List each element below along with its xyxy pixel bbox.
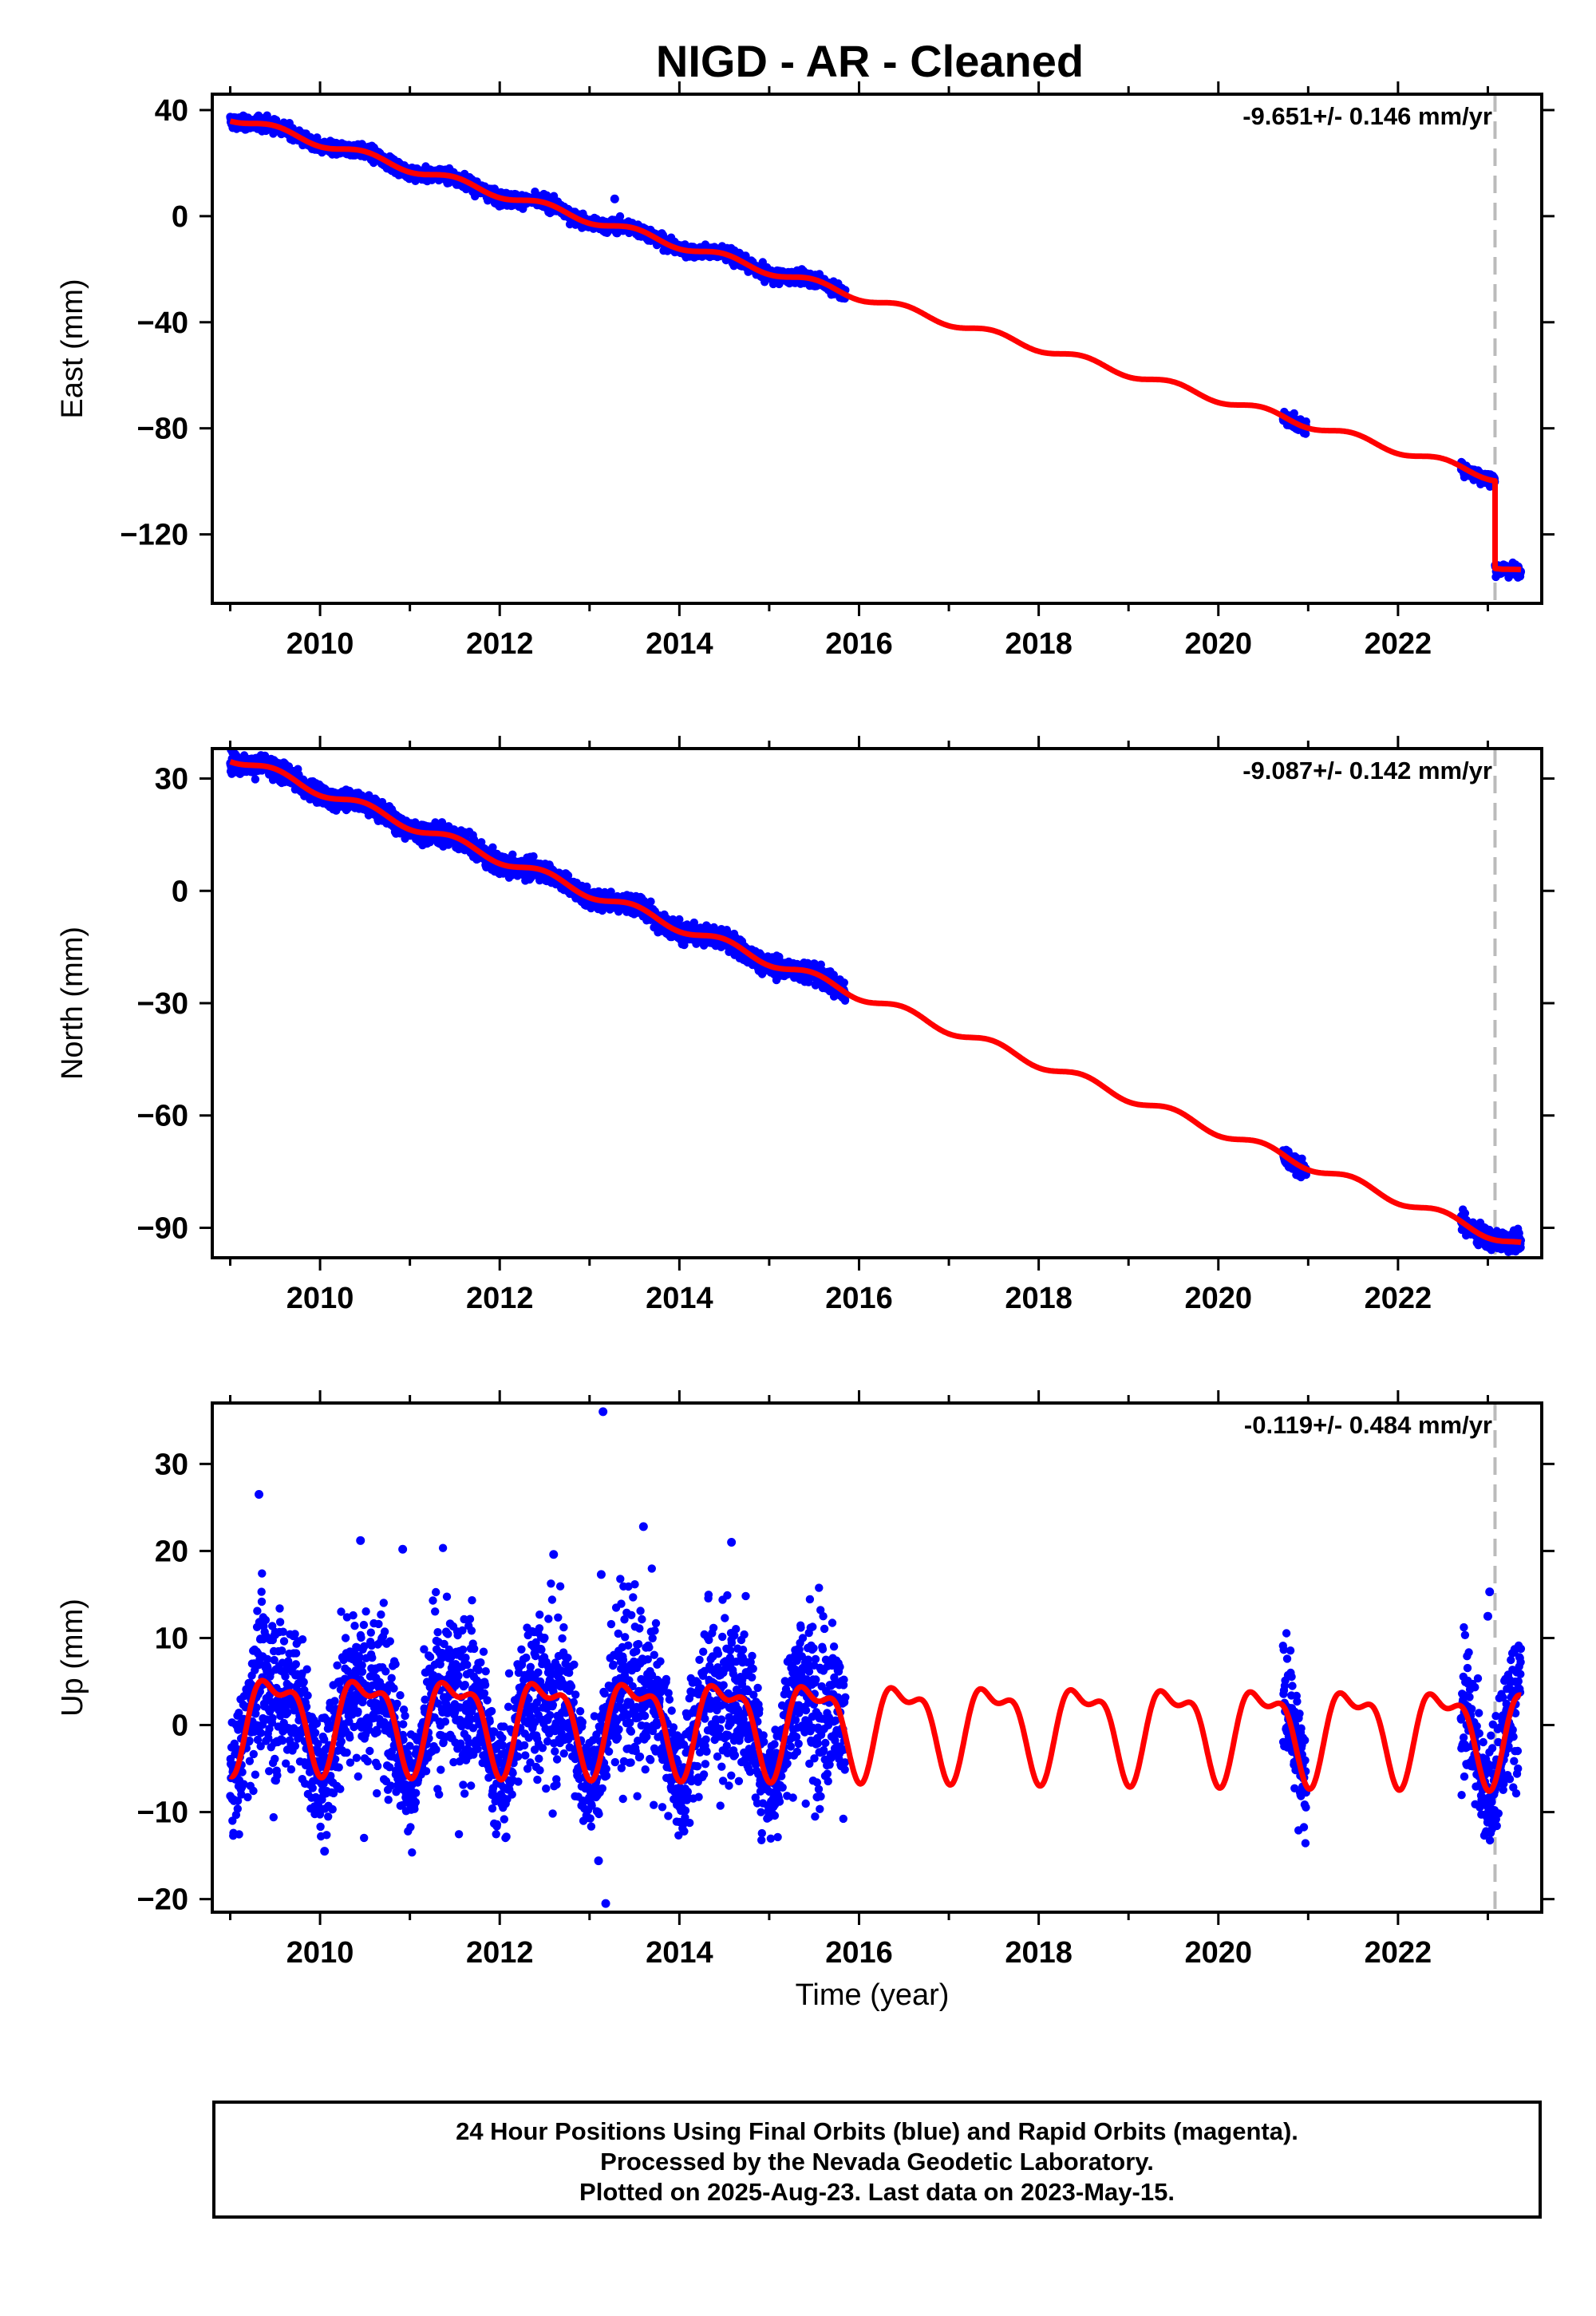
y-tick-label: −40	[137, 306, 188, 340]
model-curve-east	[228, 118, 1523, 573]
x-tick-label: 2010	[286, 627, 354, 661]
data-point	[251, 775, 260, 784]
data-point-outlier	[610, 194, 619, 204]
figure-title: NIGD - AR - Cleaned	[656, 36, 1084, 86]
y-tick-label: −120	[120, 519, 188, 552]
panel-east: 2010 2012 2014 2016 2018 2020 2022 40 0 −40 −80 −12…	[56, 81, 1555, 661]
x-tick-label: 2014	[646, 627, 713, 661]
y-tick-label: 40	[155, 94, 188, 128]
x-tick-label: 2012	[466, 627, 534, 661]
data-point	[615, 211, 625, 221]
x-tick-label: 2022	[1365, 627, 1432, 661]
y-axis: 40 0 −40 −80 −120	[120, 94, 1555, 552]
data-point	[529, 852, 538, 861]
data-points-east	[226, 111, 1526, 582]
rate-label: -9.651+/- 0.146 mm/yr	[1242, 102, 1492, 130]
data-point	[646, 897, 655, 906]
y-tick-label: 0	[172, 200, 188, 234]
panel-north: 2010 2012 2014 2016 2018 2020 2022300−30−60−90…	[56, 736, 1555, 1315]
panels: 2010 2012 2014 2016 2018 2020 2022 40 0 −40 −80 −12…	[56, 81, 1555, 1970]
y-tick-label: −80	[137, 413, 188, 446]
x-tick-label: 2018	[1005, 627, 1073, 661]
x-tick-label: 2020	[1184, 627, 1252, 661]
y-axis-label: East (mm)	[56, 279, 89, 418]
x-tick-label: 2016	[825, 627, 893, 661]
